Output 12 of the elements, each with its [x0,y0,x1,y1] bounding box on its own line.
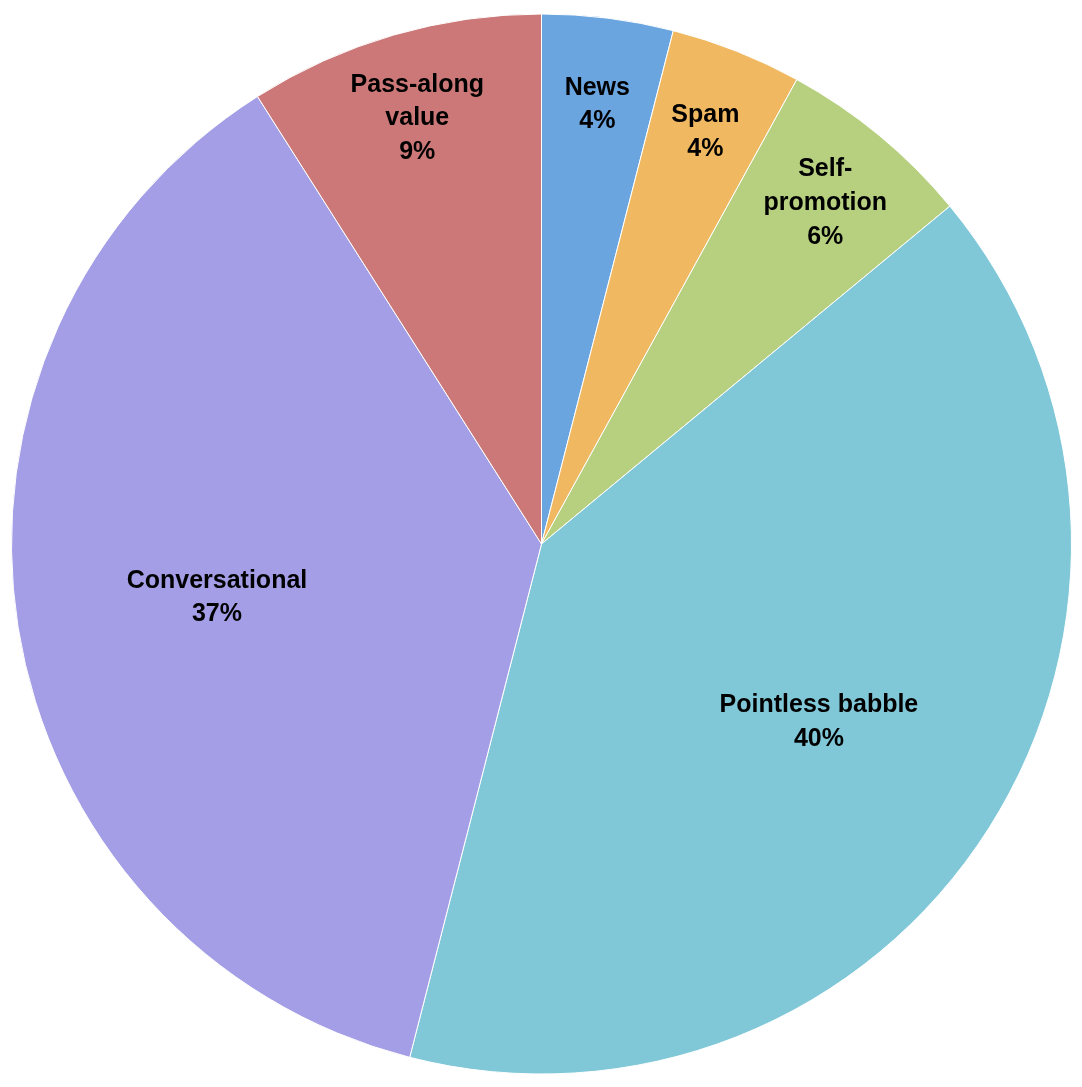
slice-label: News [564,71,630,100]
slice-label: Pass-along value [350,68,484,131]
slice-label: Self-promotion [763,153,888,215]
data-label: 6% [807,220,844,249]
slice-label: Pointless babble [719,689,919,718]
data-label: 9% [399,136,436,165]
data-label: 40% [793,722,844,751]
data-label: 37% [191,598,242,627]
slice-label: Conversational [126,564,308,593]
data-label: 4% [687,132,724,161]
data-label: 4% [579,105,616,134]
slice-label: Spam [671,99,740,128]
